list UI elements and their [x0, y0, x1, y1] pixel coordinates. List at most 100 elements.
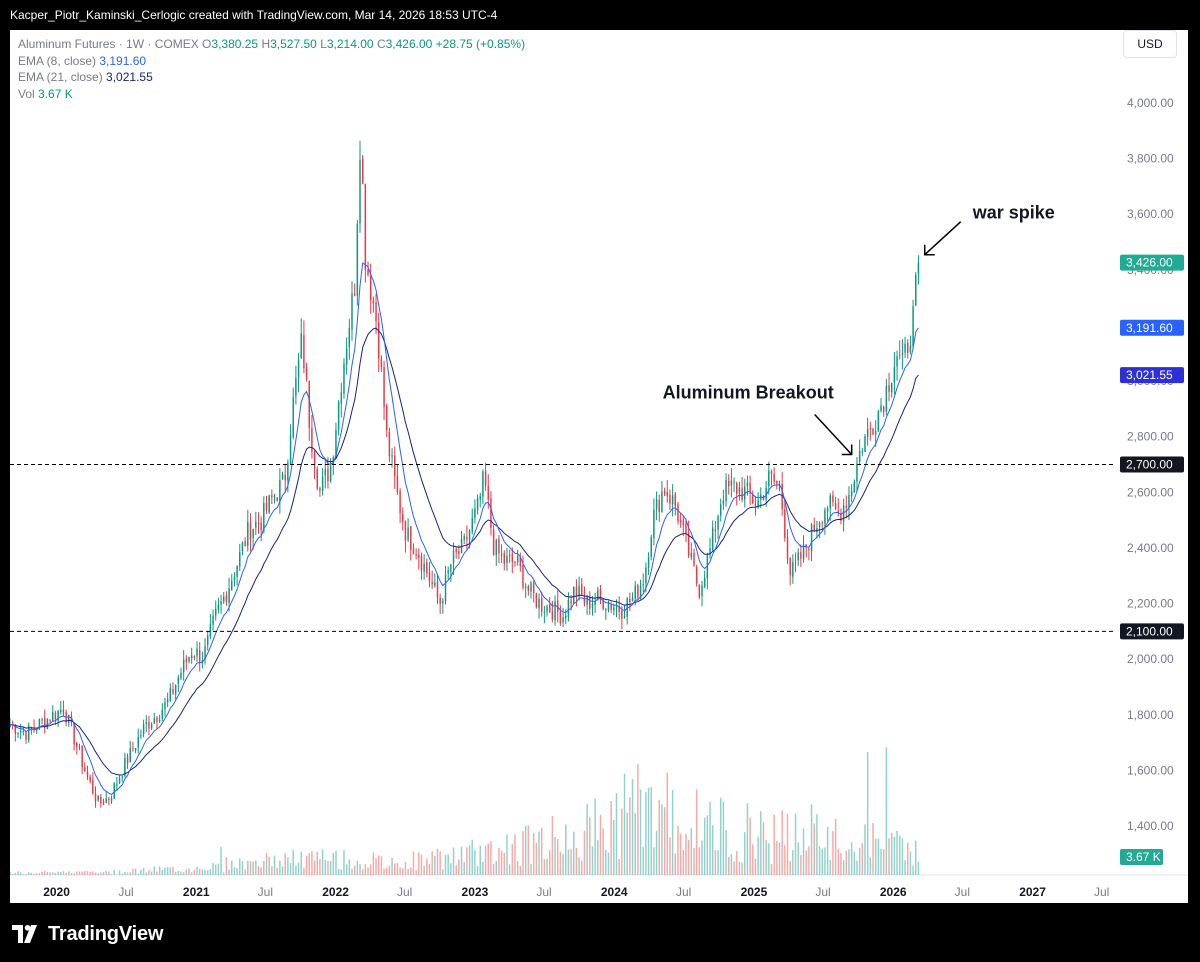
price-badge — [1120, 367, 1184, 384]
volume-bar — [634, 813, 636, 875]
volume-bar — [864, 824, 866, 875]
candle-body — [375, 302, 377, 322]
volume-bar — [78, 871, 81, 875]
candle-body — [719, 504, 722, 516]
legend-volume-row[interactable]: Vol 3.67 K — [18, 86, 525, 103]
candle-body — [637, 585, 639, 598]
candle-body — [591, 604, 594, 608]
candle-body — [14, 725, 17, 734]
volume-bar — [201, 869, 204, 875]
candle-body — [824, 510, 826, 524]
volume-bar — [719, 797, 722, 875]
candle-body — [182, 659, 185, 673]
volume-bar — [92, 871, 94, 875]
volume-bar — [396, 862, 399, 875]
candle-body — [522, 564, 524, 588]
volume-bar — [236, 868, 238, 875]
volume-bar — [297, 862, 300, 875]
volume-bar — [284, 853, 286, 875]
candle-body — [351, 293, 353, 330]
candle-body — [244, 541, 246, 547]
volume-bar — [653, 847, 655, 875]
volume-bar — [212, 862, 214, 875]
candle-body — [353, 293, 356, 296]
candle-body — [861, 451, 864, 453]
volume-bar — [113, 869, 115, 875]
candle-body — [297, 359, 300, 378]
candle-body — [674, 493, 677, 506]
candle-body — [575, 587, 578, 596]
volume-bar — [805, 850, 807, 875]
volume-bar — [674, 853, 677, 875]
volume-bar — [41, 871, 43, 875]
candle-body — [623, 615, 626, 618]
chart-frame[interactable]: 1,400.00 1,600.00 1,800.00 2,000.00 2,200.00… — [10, 30, 1188, 903]
volume-bar — [100, 872, 102, 875]
price-chart[interactable]: 1,400.00 1,600.00 1,800.00 2,000.00 2,200.00… — [10, 30, 1188, 903]
volume-bar — [364, 864, 367, 875]
volume-bar — [463, 861, 465, 875]
level-badge-label: 2,700.00 — [1126, 458, 1173, 472]
legend-ema8-row[interactable]: EMA (8, close) 3,191.60 — [18, 53, 525, 70]
candle-body — [62, 709, 65, 714]
candle-body — [145, 722, 147, 725]
candle-body — [247, 522, 249, 547]
open-label: O — [202, 37, 212, 51]
volume-bar — [543, 859, 546, 875]
legend-ema21-row[interactable]: EMA (21, close) 3,021.55 — [18, 69, 525, 86]
candle-body — [907, 342, 909, 354]
candle-body — [714, 529, 717, 532]
candle-body — [22, 730, 25, 732]
volume-bar — [810, 804, 813, 875]
candle-body — [495, 539, 498, 556]
volume-bar — [49, 872, 51, 875]
time-tick-label: Jul — [955, 885, 970, 899]
candle-body — [105, 798, 107, 804]
currency-button[interactable]: USD — [1123, 30, 1177, 58]
volume-bar — [265, 853, 268, 875]
candle-body — [204, 646, 206, 660]
volume-bar — [650, 786, 652, 875]
candle-body — [54, 712, 57, 720]
candle-body — [460, 538, 463, 554]
volume-bar — [105, 871, 107, 875]
volume-bar — [134, 868, 137, 875]
volume-bar — [108, 871, 110, 875]
candle-body — [150, 724, 153, 729]
volume-bar — [271, 866, 273, 875]
candle-body — [570, 600, 572, 604]
volume-bar — [145, 872, 147, 875]
volume-bar — [698, 847, 701, 875]
volume-bar — [132, 868, 134, 875]
volume-bar — [383, 868, 385, 875]
candle-body — [241, 542, 244, 552]
volume-bar — [760, 811, 762, 875]
candle-body — [399, 490, 401, 514]
tradingview-logo[interactable]: TradingView — [12, 921, 163, 947]
volume-bar — [888, 838, 890, 875]
candle-body — [463, 535, 465, 540]
volume-bar — [733, 861, 735, 875]
candle-body — [532, 583, 535, 593]
volume-bar — [909, 851, 912, 875]
candle-body — [359, 159, 361, 224]
attribution-bar: Kacper_Piotr_Kaminski_Cerlogic created w… — [0, 0, 1200, 30]
candle-body — [589, 597, 591, 609]
volume-bar — [65, 872, 67, 875]
volume-bar — [872, 823, 874, 875]
price-badge-label: 3,191.60 — [1126, 321, 1173, 335]
volume-bar — [898, 835, 901, 875]
candle-body — [701, 585, 703, 597]
volume-bar — [690, 828, 693, 875]
candle-body — [295, 378, 297, 397]
candle-body — [848, 494, 850, 508]
candle-body — [490, 498, 492, 528]
candle-body — [164, 701, 166, 710]
volume-bar — [214, 864, 217, 875]
volume-bar — [257, 866, 260, 875]
candle-body — [752, 494, 754, 504]
candle-body — [695, 566, 698, 584]
symbol-name[interactable]: Aluminum Futures · 1W · COMEX — [18, 37, 199, 51]
candle-body — [27, 725, 30, 741]
candle-body — [864, 436, 866, 452]
